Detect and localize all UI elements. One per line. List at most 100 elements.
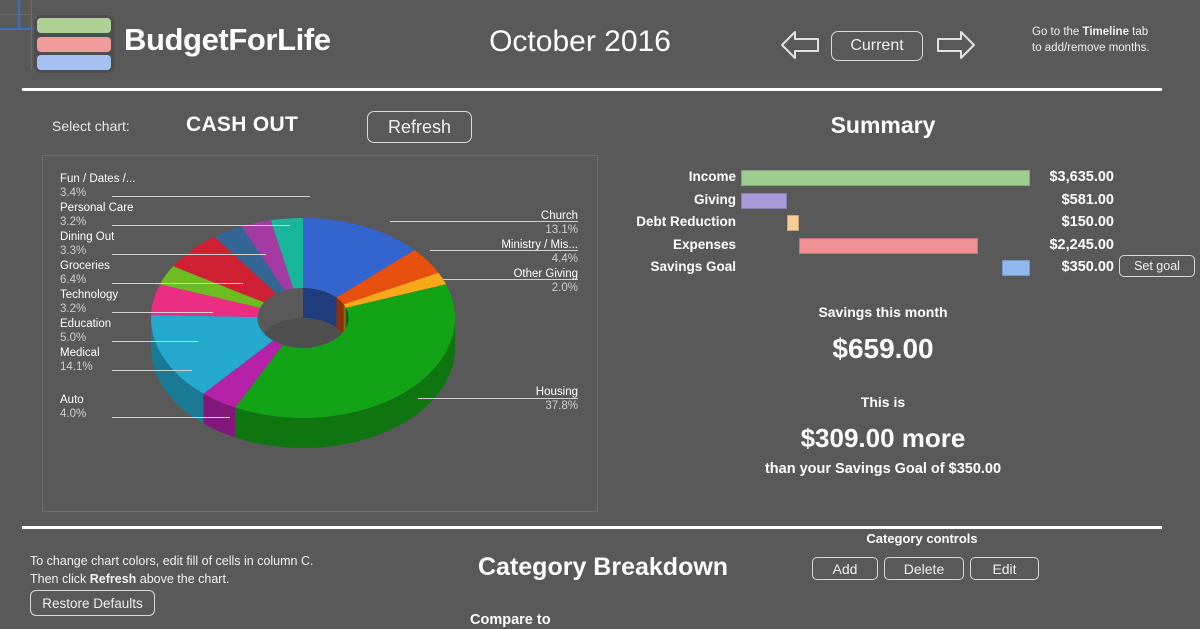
pie-label-percent: 2.0% [551, 282, 578, 295]
edit-category-button[interactable]: Edit [970, 557, 1039, 580]
brand-title: BudgetForLife [124, 22, 331, 57]
add-category-button[interactable]: Add [812, 557, 878, 580]
pie-label-6: Education 5.0% [60, 317, 111, 345]
pie-label-11: Fun / Dates /... 3.4% [60, 172, 135, 200]
pie-label-percent: 3.2% [60, 216, 87, 229]
pie-label-category: Ministry / Mis... [501, 239, 578, 251]
color-note-refresh-word: Refresh [89, 572, 137, 587]
pie-label-leader-line [112, 417, 230, 418]
pie-label-category: Dining Out [60, 231, 115, 243]
hint-text-a: Go to the [1032, 26, 1083, 38]
summary-row-value: $3,635.00 [1049, 169, 1114, 185]
divider-top [22, 88, 1162, 91]
pie-label-1: Ministry / Mis... 4.4% [501, 238, 578, 266]
cell-selection-border [18, 0, 20, 30]
restore-defaults-button[interactable]: Restore Defaults [30, 590, 155, 616]
pie-label-percent: 37.8% [545, 400, 578, 413]
pie-label-percent: 4.0% [60, 408, 87, 421]
set-goal-button[interactable]: Set goal [1119, 255, 1195, 277]
pie-label-leader-line [443, 279, 578, 280]
pie-label-leader-line [390, 221, 578, 222]
summary-row-value: $350.00 [1061, 259, 1114, 275]
pie-label-category: Auto [60, 394, 84, 406]
chart-kind-selector[interactable]: CASH OUT [186, 113, 299, 136]
logo-bar-red [37, 36, 111, 52]
pie-label-category: Groceries [60, 260, 110, 272]
color-note-line2-a: Then click [30, 572, 90, 587]
chart-color-note: To change chart colors, edit fill of cel… [30, 552, 313, 588]
divider-bottom [22, 526, 1162, 529]
chart-plot-area [42, 155, 598, 512]
summary-row: Giving $581.00 [614, 192, 1114, 210]
category-controls-label: Category controls [866, 531, 978, 546]
arrow-left-icon[interactable] [780, 28, 820, 62]
pie-label-percent: 3.3% [60, 245, 87, 258]
cell-selection-border [0, 28, 33, 30]
pie-label-percent: 5.0% [60, 332, 87, 345]
summary-row-label: Debt Reduction [636, 214, 736, 229]
savings-this-month-label: Savings this month [818, 304, 948, 320]
pie-label-leader-line [112, 312, 213, 313]
cash-out-donut-chart[interactable] [42, 155, 598, 512]
pie-label-5: Medical 14.1% [60, 346, 100, 374]
pie-label-leader-line [112, 283, 243, 284]
pie-label-7: Technology 3.2% [60, 288, 118, 316]
summary-title: Summary [830, 112, 936, 138]
logo-bar-blue [37, 55, 111, 70]
summary-row-bar [741, 192, 788, 209]
summary-row-label: Expenses [672, 236, 736, 252]
pie-label-leader-line [430, 250, 578, 251]
summary-row: Debt Reduction $150.00 [614, 214, 1114, 232]
pie-label-category: Fun / Dates /... [60, 173, 136, 185]
color-note-line2-c: above the chart. [136, 572, 230, 587]
color-note-line1: To change chart colors, edit fill of cel… [30, 554, 314, 568]
savings-difference-value: $309.00 more [800, 423, 966, 453]
pie-label-leader-line [112, 196, 310, 197]
pie-label-10: Personal Care 3.2% [60, 201, 134, 229]
this-is-label: This is [860, 394, 906, 410]
arrow-right-icon[interactable] [936, 28, 976, 62]
pie-label-9: Dining Out 3.3% [60, 230, 114, 258]
pie-label-4: Auto 4.0% [60, 393, 86, 421]
summary-row: Income $3,635.00 [614, 169, 1114, 187]
hint-text-c: tab [1128, 26, 1149, 38]
summary-row: Savings Goal $350.00 [614, 259, 1114, 277]
summary-row: Expenses $2,245.00 [614, 237, 1114, 255]
pie-label-leader-line [418, 398, 578, 399]
grid-line [31, 0, 32, 70]
category-breakdown-title: Category Breakdown [478, 553, 729, 581]
timeline-hint: Go to the Timeline tab to add/remove mon… [1032, 25, 1192, 56]
summary-row-bar [1002, 260, 1030, 276]
pie-label-category: Other Giving [513, 268, 578, 280]
pie-label-8: Groceries 6.4% [60, 259, 110, 287]
savings-difference-subtext: than your Savings Goal of $350.00 [764, 461, 1002, 477]
summary-row-value: $581.00 [1061, 191, 1114, 208]
pie-label-3: Housing 37.8% [536, 385, 578, 413]
summary-row-label: Savings Goal [650, 259, 736, 274]
pie-label-percent: 6.4% [60, 274, 87, 287]
logo-bar-green [37, 18, 111, 33]
summary-row-bar [741, 170, 1030, 186]
pie-label-leader-line [112, 341, 198, 342]
pie-label-percent: 3.2% [60, 303, 87, 316]
summary-row-value: $150.00 [1061, 214, 1114, 230]
pie-label-leader-line [112, 225, 290, 226]
summary-row-bar [787, 215, 800, 231]
delete-category-button[interactable]: Delete [884, 557, 964, 580]
pie-label-category: Church [540, 210, 578, 222]
pie-label-percent: 13.1% [545, 224, 578, 237]
pie-label-percent: 4.4% [551, 253, 578, 266]
summary-row-value: $2,245.00 [1049, 236, 1114, 253]
hint-text-bold: Timeline [1082, 26, 1129, 38]
pie-label-category: Housing [535, 386, 578, 398]
app-logo [34, 15, 114, 73]
compare-to-label: Compare to [470, 612, 551, 628]
month-title: October 2016 [489, 25, 671, 58]
refresh-button[interactable]: Refresh [367, 111, 472, 143]
pie-label-percent: 14.1% [60, 361, 93, 374]
select-chart-label: Select chart: [52, 118, 130, 134]
pie-label-category: Education [60, 318, 112, 330]
grid-line [0, 14, 33, 15]
current-month-button[interactable]: Current [831, 31, 923, 61]
